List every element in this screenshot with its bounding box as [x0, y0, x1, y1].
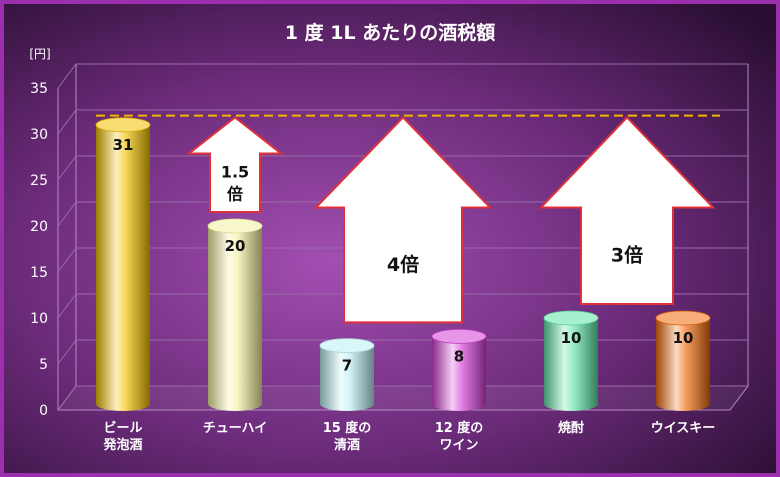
bar-body	[96, 124, 150, 412]
bar-2	[319, 338, 375, 411]
bar-body	[656, 318, 710, 411]
gridline-side	[57, 63, 77, 89]
x-category-label: 発泡酒	[102, 437, 142, 453]
x-category-label: 15 度の	[323, 420, 372, 436]
bar-value-label: 20	[225, 237, 246, 255]
x-category-label: ウイスキー	[651, 421, 716, 436]
bar-top	[207, 218, 263, 234]
x-category-label: ワイン	[439, 438, 478, 453]
x-category-label: ビール	[103, 420, 142, 436]
x-category-label: チューハイ	[203, 421, 267, 436]
arrow-shape	[186, 116, 284, 213]
bar-body	[432, 336, 486, 411]
y-tick-label: 5	[39, 357, 48, 373]
bar-top	[95, 117, 151, 133]
gridline-side	[57, 385, 77, 411]
multiplier-arrow-0: 1.5 倍	[186, 116, 284, 213]
arrow-label: 倍	[227, 185, 243, 204]
arrow-shape	[538, 115, 716, 305]
y-tick-label: 15	[30, 265, 48, 281]
x-category-label: 12 度の	[435, 420, 484, 436]
bar-value-label: 8	[454, 347, 464, 365]
arrow-shape	[313, 116, 493, 324]
bar-top	[319, 338, 375, 354]
multiplier-arrow-1: 4倍	[313, 116, 493, 324]
arrow-label: 3倍	[611, 244, 643, 267]
bar-body	[320, 345, 374, 411]
gridline-side	[57, 155, 77, 181]
y-tick-label: 10	[30, 311, 48, 327]
bar-body	[208, 226, 262, 411]
arrow-label: 4倍	[387, 253, 419, 276]
gridline-side	[57, 201, 77, 227]
chart-title: 1 度 1L あたりの酒税額	[285, 21, 495, 44]
arrow-label: 1.5	[221, 163, 249, 182]
multiplier-arrow-2: 3倍	[538, 115, 716, 305]
y-tick-label: 30	[30, 127, 48, 143]
y-tick-label: 35	[30, 81, 48, 97]
chart-floor	[57, 385, 749, 411]
y-tick-label: 0	[39, 403, 48, 419]
bar-value-label: 10	[673, 329, 694, 347]
bar-value-label: 10	[561, 329, 582, 347]
bar-4	[543, 310, 599, 411]
bar-5	[655, 310, 711, 411]
bar-body	[544, 318, 598, 411]
bar-value-label: 7	[342, 357, 352, 375]
x-category-label: 清酒	[334, 437, 360, 453]
bar-value-label: 31	[113, 136, 134, 154]
gridline-side	[57, 247, 77, 273]
y-tick-label: 25	[30, 173, 48, 189]
gridline-side	[57, 109, 77, 135]
bar-0	[95, 117, 151, 412]
x-category-label: 焼酎	[558, 420, 584, 436]
bar-top	[655, 310, 711, 326]
bar-top	[431, 328, 487, 344]
bar-3	[431, 328, 487, 411]
y-axis-unit-label: [円]	[29, 47, 50, 61]
bar-top	[543, 310, 599, 326]
y-tick-label: 20	[30, 219, 48, 235]
bar-1	[207, 218, 263, 411]
gridline-side	[57, 339, 77, 365]
gridline-side	[57, 293, 77, 319]
